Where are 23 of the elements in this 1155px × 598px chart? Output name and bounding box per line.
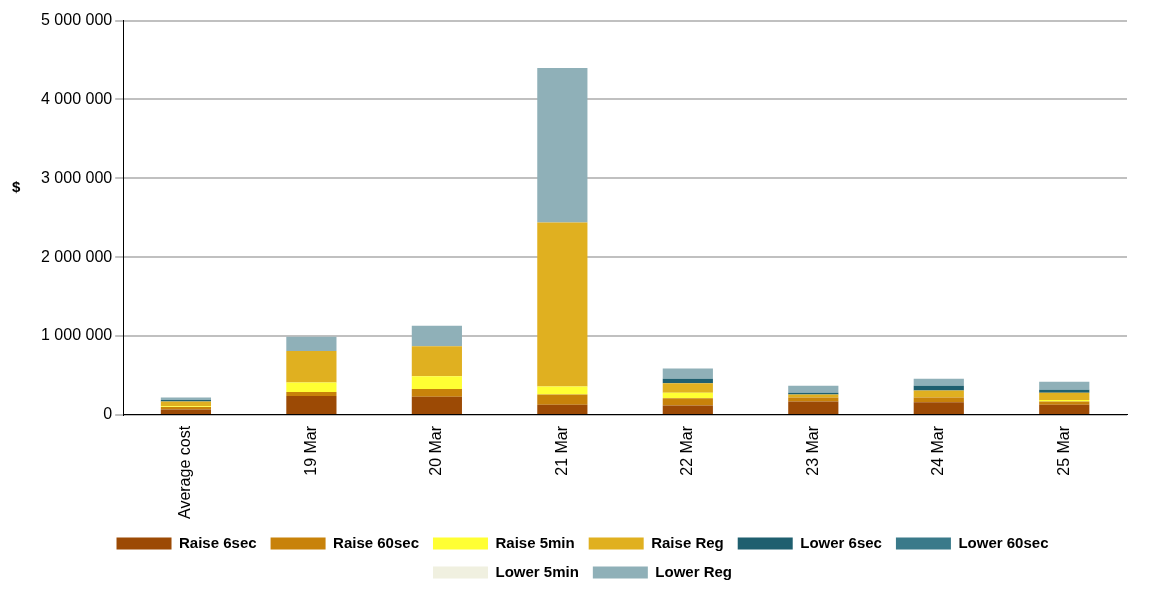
legend-label: Raise 60sec — [333, 533, 419, 551]
legend-label: Lower 6sec — [800, 533, 882, 551]
x-tick-label: 25 Mar — [1054, 425, 1072, 476]
legend-label: Raise 5min — [495, 533, 575, 551]
legend-label: Lower Reg — [655, 562, 733, 580]
y-tick-label: 5 000 000 — [40, 11, 113, 29]
x-tick-label: 19 Mar — [301, 425, 319, 476]
y-tick-label: 1 000 000 — [40, 326, 113, 344]
x-tick-label: 23 Mar — [803, 425, 821, 476]
y-tick-label: 2 000 000 — [40, 247, 113, 265]
legend-label: Raise 6sec — [179, 533, 257, 551]
x-tick-label: 24 Mar — [929, 425, 947, 476]
legend-label: Lower 5min — [495, 562, 579, 580]
x-tick-label: Average cost — [176, 425, 194, 519]
y-tick-label: 3 000 000 — [40, 168, 113, 186]
y-axis-title: $ — [12, 177, 21, 195]
x-tick-label: 20 Mar — [427, 425, 445, 476]
x-tick-label: 22 Mar — [678, 425, 696, 476]
legend-label: Lower 60sec — [958, 533, 1049, 551]
y-tick-label: 0 — [103, 405, 113, 423]
y-tick-label: 4 000 000 — [40, 89, 113, 107]
x-tick-label: 21 Mar — [552, 425, 570, 476]
legend-label: Raise Reg — [651, 533, 724, 551]
